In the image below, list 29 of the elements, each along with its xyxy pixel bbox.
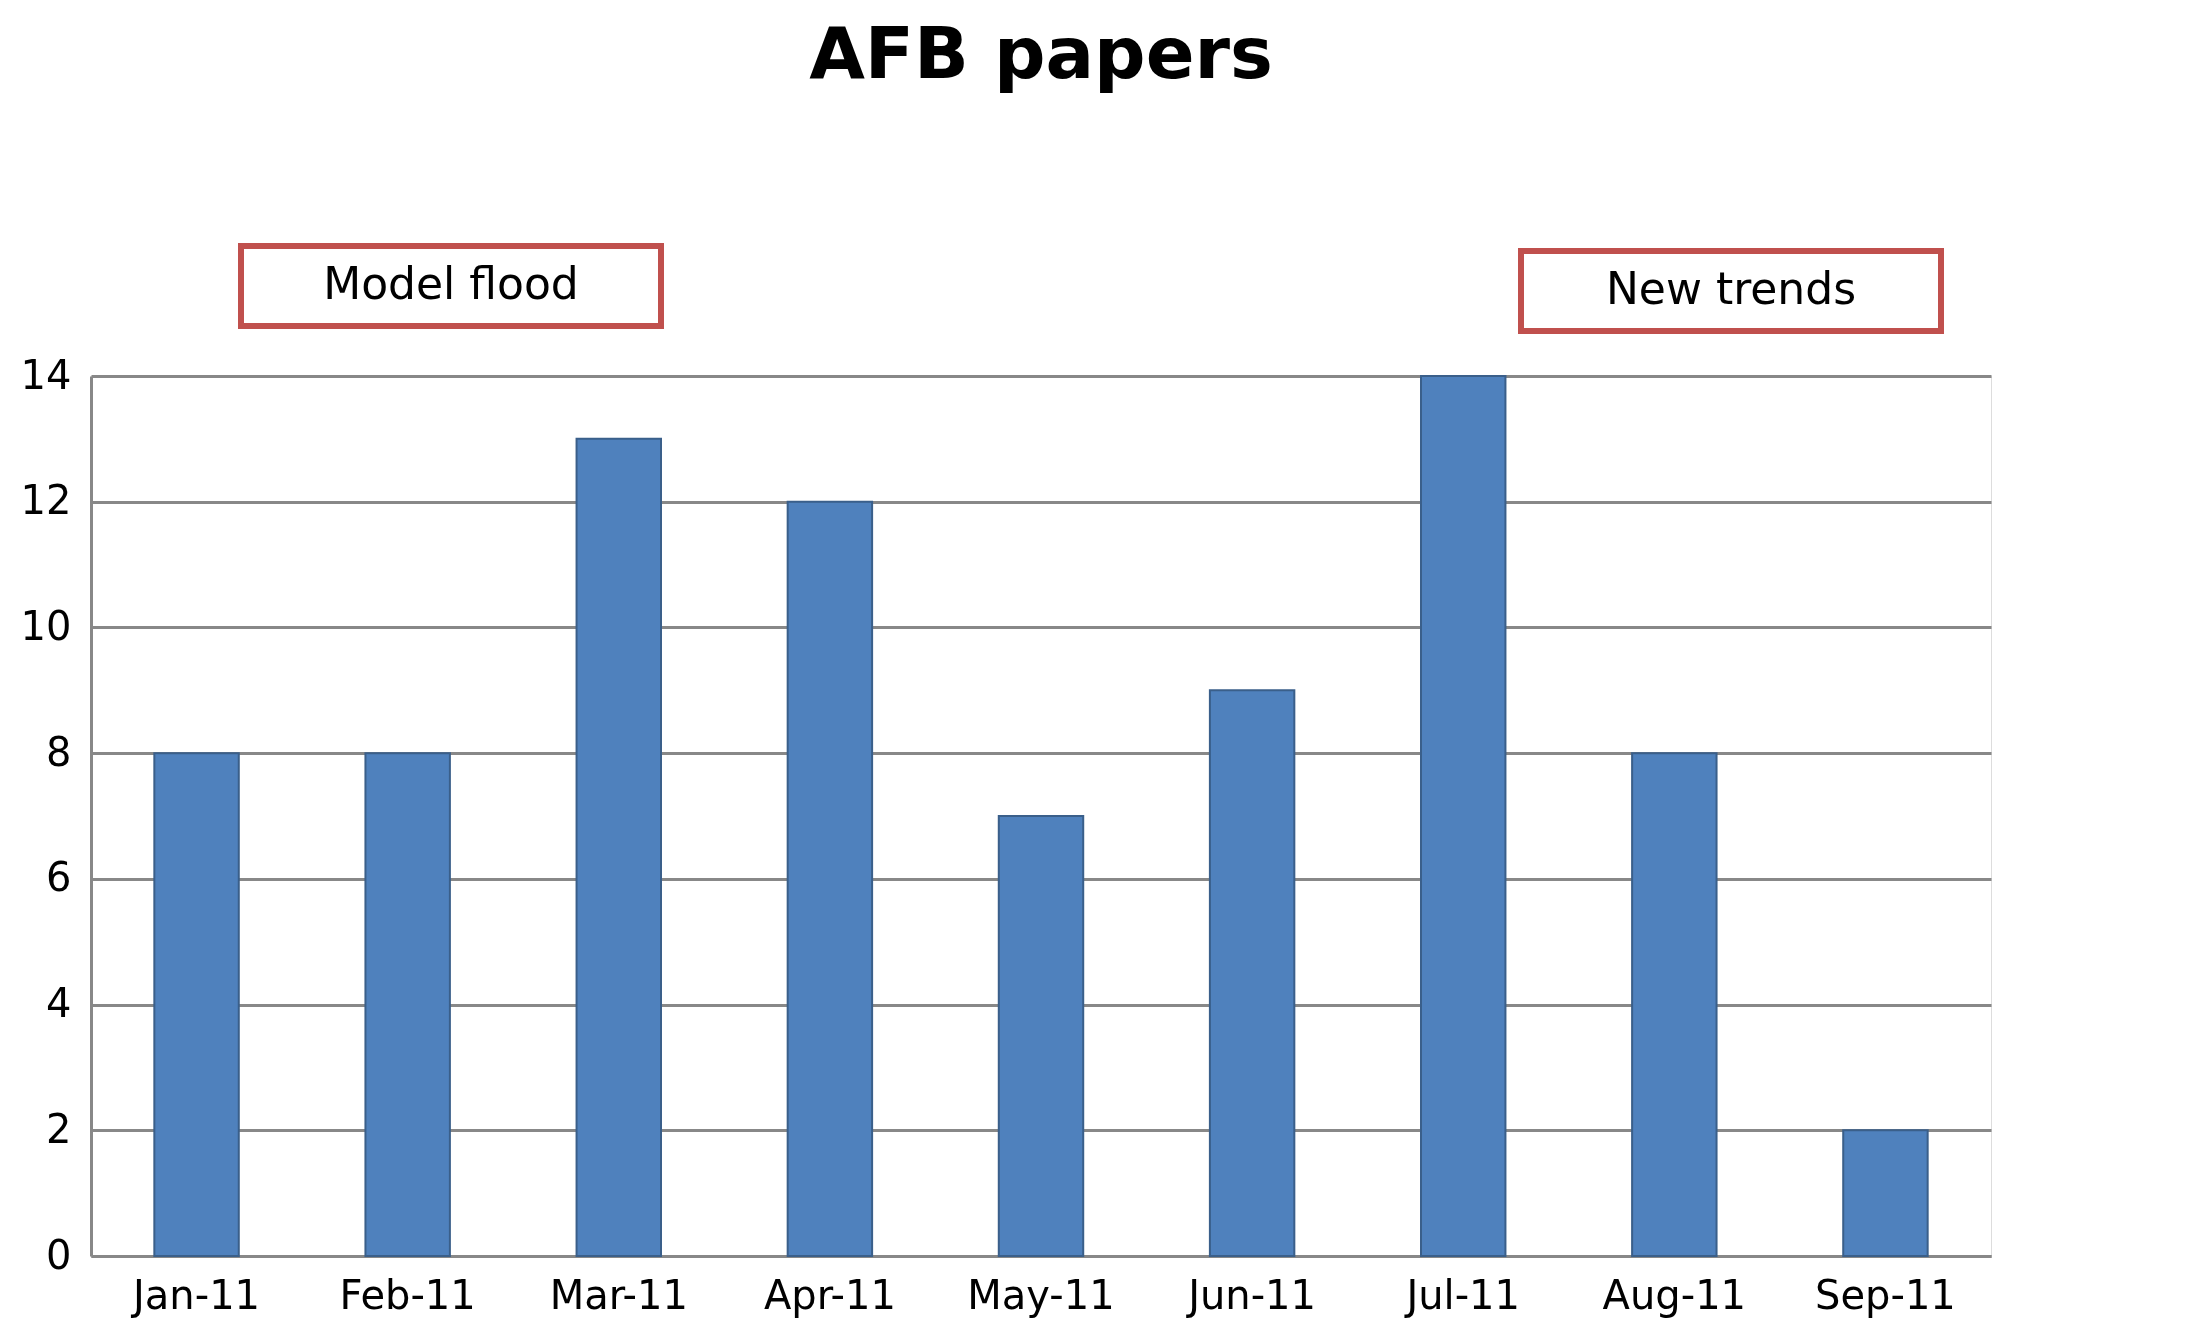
x-tick-label: Jun-11 [1185, 1271, 1317, 1318]
x-tick-label: Apr-11 [763, 1271, 896, 1318]
text: Model flood [323, 258, 579, 309]
bar [1208, 689, 1296, 1257]
bar [997, 815, 1085, 1257]
y-tick-label: 14 [20, 351, 72, 398]
y-tick-label: 8 [46, 728, 72, 775]
text: New trends [1605, 263, 1857, 314]
bar [1631, 752, 1718, 1257]
y-tick-label: 0 [46, 1231, 72, 1278]
y-tick-label: 6 [46, 854, 72, 901]
bar [786, 500, 874, 1257]
x-tick-label: Aug-11 [1602, 1271, 1747, 1318]
y-tick-label: 4 [46, 980, 72, 1027]
bar [153, 752, 240, 1257]
x-tick-label: Feb-11 [339, 1271, 476, 1318]
y-tick-label: 2 [46, 1105, 72, 1152]
x-tick-label: Sep-11 [1815, 1271, 1956, 1318]
y-tick-label: 10 [20, 602, 72, 649]
bar [1842, 1129, 1929, 1257]
x-tick-label: May-11 [967, 1271, 1115, 1318]
x-tick-label: Jul-11 [1403, 1271, 1521, 1318]
x-tick-label: Jan-11 [130, 1271, 261, 1318]
bar [575, 437, 662, 1257]
bar [1420, 375, 1507, 1257]
y-tick-label: 12 [20, 477, 72, 524]
bar [364, 752, 451, 1257]
x-tick-label: Mar-11 [549, 1271, 688, 1318]
chart-title: AFB papers [809, 11, 1273, 95]
